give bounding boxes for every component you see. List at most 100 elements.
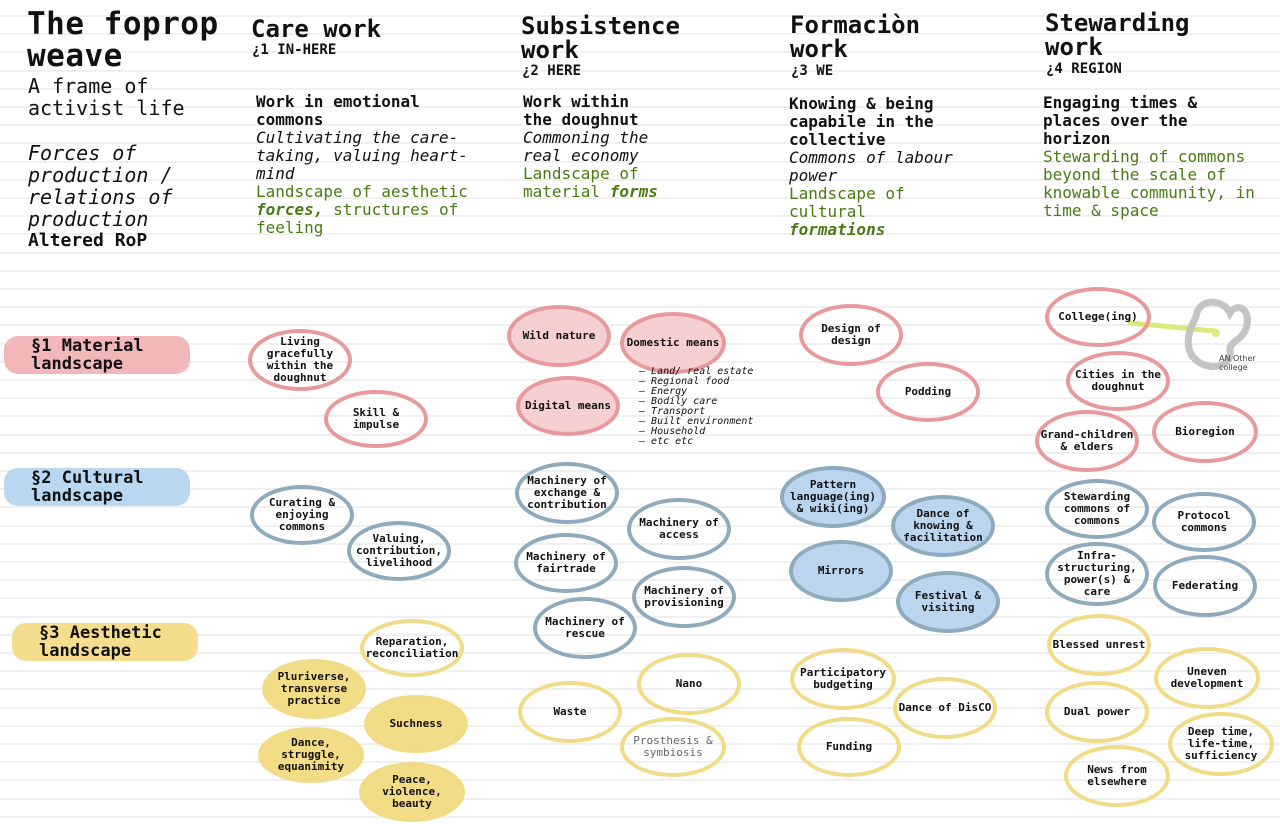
column-heading-formacion: Knowing & being capabile in the collecti…	[789, 94, 934, 149]
node-label: Prosthesis & symbiosis	[633, 734, 713, 759]
column-desc-stewarding: Engaging times & places over the horizon…	[1043, 94, 1258, 220]
node-label: Dance of DisCO	[898, 701, 992, 714]
node-label: Pluriverse, transverse practice	[277, 670, 351, 707]
green-text: Landscape of cultural	[789, 184, 905, 221]
node-label: Blessed unrest	[1052, 638, 1146, 651]
list-item-text: Bodily care	[651, 396, 718, 407]
node-news-from-elsewhere: News from elsewhere	[1064, 745, 1170, 807]
node-participatory-budgeting: Participatory budgeting	[790, 648, 896, 710]
list-item-text: Regional food	[651, 376, 730, 387]
green-text: Landscape of aesthetic	[256, 182, 468, 201]
column-desc-formacion: Knowing & being capabile in the collecti…	[789, 95, 969, 239]
node-suchness: Suchness	[364, 695, 468, 753]
node-label: Participatory budgeting	[799, 666, 887, 691]
list-item-text: Transport	[651, 406, 706, 417]
node-infrastructuring: Infra-structuring, power(s) & care	[1045, 542, 1149, 606]
node-label: Mirrors	[817, 564, 865, 577]
node-label: Dual power	[1063, 705, 1131, 718]
node-design-of-design: Design of design	[799, 304, 903, 366]
node-peace-violence: Peace, violence, beauty	[359, 762, 465, 822]
node-collegeing: College(ing)	[1045, 287, 1151, 347]
column-green-stewarding: Stewarding of commons beyond the scale o…	[1043, 147, 1255, 220]
node-pattern-language: Pattern language(ing) & wiki(ing)	[780, 466, 886, 528]
node-label: Pattern language(ing) & wiki(ing)	[789, 478, 877, 515]
node-skill-impulse: Skill & impulse	[324, 390, 428, 448]
an-other-college-label: AN Other college	[1219, 354, 1256, 372]
node-label: Nano	[675, 677, 703, 690]
forces-of-production-label: Forces of production / relations of prod…	[28, 141, 173, 231]
column-italic-subsistence: Commoning the real economy	[523, 128, 649, 165]
list-item: – Energy	[639, 386, 688, 397]
node-nano: Nano	[637, 653, 741, 715]
column-green-care: Landscape of aesthetic forces, structure…	[256, 183, 476, 237]
node-label: Funding	[825, 740, 873, 753]
list-item: – Regional food	[639, 376, 730, 387]
list-item-text: etc etc	[651, 436, 694, 447]
node-living-gracefully: Living gracefully within the doughnut	[248, 329, 352, 391]
list-item-text: Energy	[651, 386, 688, 397]
list-item: – Transport	[639, 406, 706, 417]
node-festival-visiting: Festival & visiting	[896, 571, 1000, 633]
altered-rop-label: Altered RoP	[28, 230, 148, 251]
node-bioregion: Bioregion	[1152, 401, 1258, 463]
node-label: Uneven development	[1170, 665, 1244, 690]
page-title: The foprop weave	[27, 6, 219, 74]
column-title-stewarding: Stewarding work	[1045, 9, 1190, 61]
node-label: Federating	[1171, 579, 1239, 592]
node-label: Machinery of provisioning	[644, 584, 724, 609]
node-label: Skill & impulse	[352, 406, 400, 431]
green-emphasis: forms	[609, 182, 658, 201]
column-code-formacion: ¿3 WE	[791, 63, 834, 79]
column-code-subsistence: ¿2 HERE	[522, 63, 582, 79]
node-label: Wild nature	[522, 329, 596, 342]
node-label: Reparation, reconciliation	[365, 635, 459, 660]
column-heading-subsistence: Work within the doughnut	[523, 92, 639, 129]
node-label: Bioregion	[1175, 425, 1235, 438]
column-heading-care: Work in emotional commons	[256, 92, 420, 129]
node-prosthesis: Prosthesis & symbiosis	[620, 717, 726, 777]
node-label: Dance of knowing & facilitation	[903, 507, 983, 544]
list-item-text: Built environment	[651, 416, 754, 427]
node-dance-of-disco: Dance of DisCO	[893, 677, 997, 739]
node-label: Grand-children & elders	[1040, 428, 1134, 453]
node-valuing-contribution: Valuing, contribution, livelihood	[347, 521, 451, 581]
connector-dot	[1212, 329, 1220, 337]
node-label: College(ing)	[1058, 310, 1138, 323]
node-cities-in-doughnut: Cities in the doughnut	[1066, 351, 1170, 411]
node-pluriverse: Pluriverse, transverse practice	[262, 659, 366, 719]
node-digital-means: Digital means	[516, 376, 620, 436]
node-stewarding-commons: Stewarding commons of commons	[1045, 479, 1149, 539]
green-emphasis: formations	[789, 220, 886, 239]
node-label: Dance, struggle, equanimity	[277, 736, 345, 773]
node-dance-struggle: Dance, struggle, equanimity	[258, 727, 364, 783]
list-item: – Land/ real estate	[639, 366, 754, 377]
column-desc-subsistence: Work within the doughnut Commoning the r…	[523, 93, 663, 201]
row-label-aesthetic: §3 Aesthetic landscape	[12, 623, 198, 661]
node-label: Cities in the doughnut	[1074, 368, 1162, 393]
node-label: Suchness	[389, 717, 443, 730]
node-label: Festival & visiting	[914, 589, 982, 614]
column-green-subsistence: Landscape of material forms	[523, 165, 663, 201]
node-federating: Federating	[1153, 555, 1257, 617]
column-title-subsistence: Subsistence work	[521, 12, 680, 64]
node-protocol-commons: Protocol commons	[1152, 492, 1256, 552]
green-text: Landscape of material	[523, 164, 639, 201]
node-reparation: Reparation, reconciliation	[360, 619, 464, 677]
node-wild-nature: Wild nature	[507, 305, 611, 367]
node-waste: Waste	[518, 681, 622, 743]
column-desc-care: Work in emotional commons Cultivating th…	[256, 93, 476, 237]
node-machinery-access: Machinery of access	[627, 498, 731, 560]
node-label: Protocol commons	[1177, 509, 1231, 534]
node-dual-power: Dual power	[1045, 681, 1149, 743]
node-grandchildren-elders: Grand-children & elders	[1035, 410, 1139, 472]
column-title-care: Care work	[251, 15, 382, 43]
node-deep-time: Deep time, life-time, sufficiency	[1168, 712, 1274, 776]
node-curating-enjoying: Curating & enjoying commons	[250, 485, 354, 545]
list-item: – Bodily care	[639, 396, 718, 407]
node-label: Machinery of rescue	[545, 615, 625, 640]
node-podding: Podding	[876, 362, 980, 422]
page-subtitle: A frame of activist life	[28, 74, 185, 120]
node-machinery-fairtrade: Machinery of fairtrade	[514, 533, 618, 593]
node-machinery-exchange: Machinery of exchange & contribution	[515, 462, 619, 524]
an-other-college-icon	[1184, 298, 1251, 370]
